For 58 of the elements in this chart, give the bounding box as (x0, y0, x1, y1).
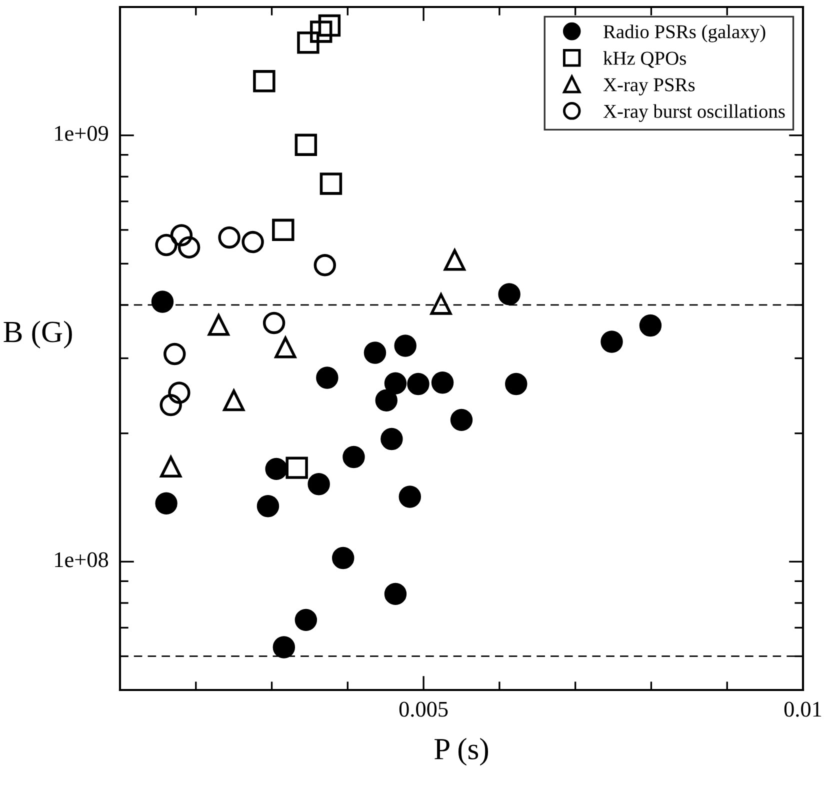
y-tick-label: 1e+08 (55, 552, 108, 568)
point (384, 372, 407, 394)
legend-label: kHz QPOs (603, 51, 686, 68)
point (253, 70, 276, 92)
point (314, 254, 336, 276)
point (155, 234, 178, 256)
point (375, 389, 398, 412)
point (308, 473, 330, 496)
point (398, 486, 422, 508)
point (208, 314, 230, 336)
point (265, 458, 288, 480)
point (242, 230, 264, 254)
legend-label: X-ray PSRs (603, 78, 695, 96)
y-axis-title: B (G) (4, 320, 72, 348)
x-axis-title: P (s) (434, 738, 488, 766)
point (164, 342, 186, 366)
point (444, 249, 466, 271)
point (297, 32, 320, 54)
point (256, 494, 280, 518)
point (310, 20, 332, 43)
point (342, 446, 365, 468)
point (384, 582, 407, 606)
point (450, 408, 473, 432)
point (505, 372, 528, 396)
point (316, 366, 338, 389)
point (407, 372, 430, 396)
point (160, 456, 182, 478)
point (318, 14, 341, 37)
point (294, 608, 318, 632)
x-tick-label: 0.01 (784, 702, 822, 717)
point (274, 336, 296, 358)
point (262, 312, 286, 334)
point (294, 134, 318, 156)
point (332, 546, 354, 570)
point (272, 218, 294, 242)
point (160, 394, 182, 416)
point (430, 293, 452, 315)
point (168, 382, 190, 404)
x-tick-label: 0.005 (399, 702, 448, 717)
y-tick-label: 1e+09 (55, 126, 108, 141)
point (639, 314, 662, 337)
point (364, 342, 386, 364)
point (394, 334, 416, 357)
point (320, 172, 342, 195)
point (286, 456, 308, 479)
legend-label: Radio PSRs (galaxy) (604, 24, 766, 42)
point (431, 372, 454, 394)
point (600, 330, 623, 353)
point (151, 290, 174, 313)
point (218, 226, 240, 249)
point (498, 283, 520, 306)
point (155, 492, 178, 514)
point (380, 428, 403, 450)
point (223, 390, 245, 412)
legend-label: X-ray burst oscillations (603, 104, 785, 122)
point (272, 636, 296, 658)
point (178, 236, 200, 258)
point (170, 224, 193, 246)
